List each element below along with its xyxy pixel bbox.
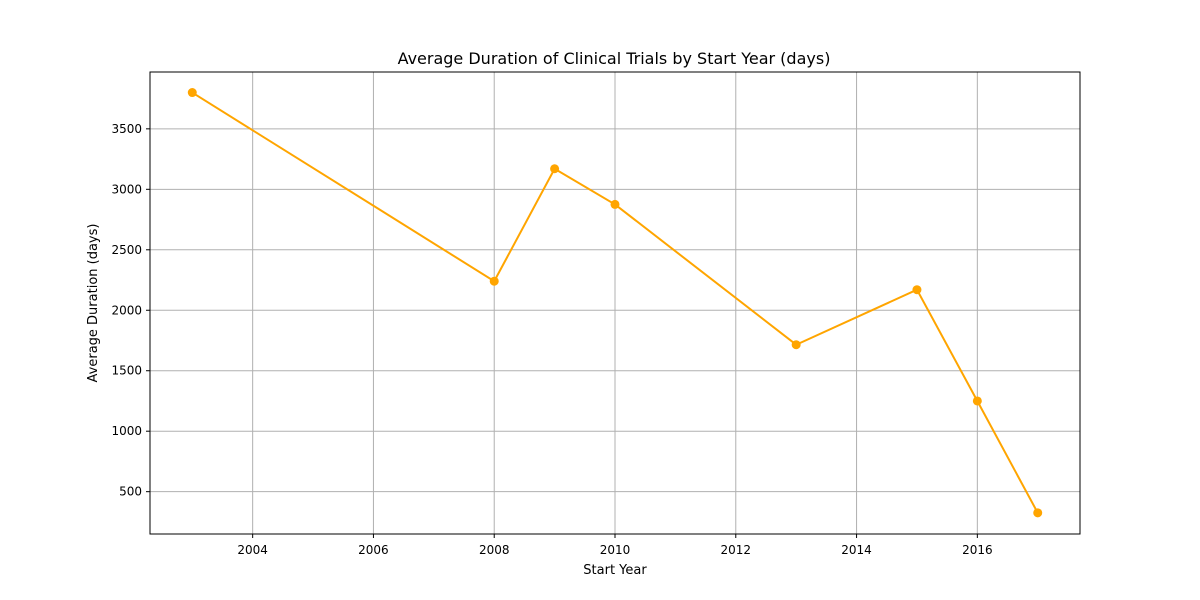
grid-lines	[150, 72, 1080, 534]
y-tick-label: 2000	[111, 303, 142, 317]
x-tick-label: 2010	[600, 543, 631, 557]
series-group	[187, 88, 1043, 518]
x-axis-ticks: 2004 2006 2008 2010 2012 2014 2016	[237, 534, 993, 557]
x-axis-label: Start Year	[583, 563, 647, 578]
plot-frame	[149, 71, 1081, 535]
data-point	[187, 88, 197, 98]
data-point	[912, 285, 922, 295]
x-tick-label: 2012	[721, 543, 752, 557]
x-tick-label: 2006	[358, 543, 389, 557]
chart-title: Average Duration of Clinical Trials by S…	[398, 49, 831, 68]
x-tick-label: 2014	[841, 543, 872, 557]
x-tick-label: 2016	[962, 543, 993, 557]
y-tick-label: 3000	[111, 182, 142, 196]
x-tick-label: 2008	[479, 543, 510, 557]
y-axis-ticks: 500 1000 1500 2000 2500 3000 3500	[111, 122, 150, 499]
y-tick-label: 1500	[111, 364, 142, 378]
data-point	[610, 199, 620, 209]
series-line	[191, 91, 1039, 514]
y-tick-label: 1000	[111, 424, 142, 438]
y-tick-label: 2500	[111, 243, 142, 257]
data-point	[550, 164, 560, 174]
data-point	[489, 276, 499, 286]
data-point	[1033, 508, 1043, 518]
data-point	[972, 396, 982, 406]
data-point	[791, 340, 801, 350]
y-tick-label: 3500	[111, 122, 142, 136]
y-axis-label: Average Duration (days)	[86, 224, 101, 383]
x-tick-label: 2004	[237, 543, 268, 557]
y-tick-label: 500	[119, 485, 142, 499]
